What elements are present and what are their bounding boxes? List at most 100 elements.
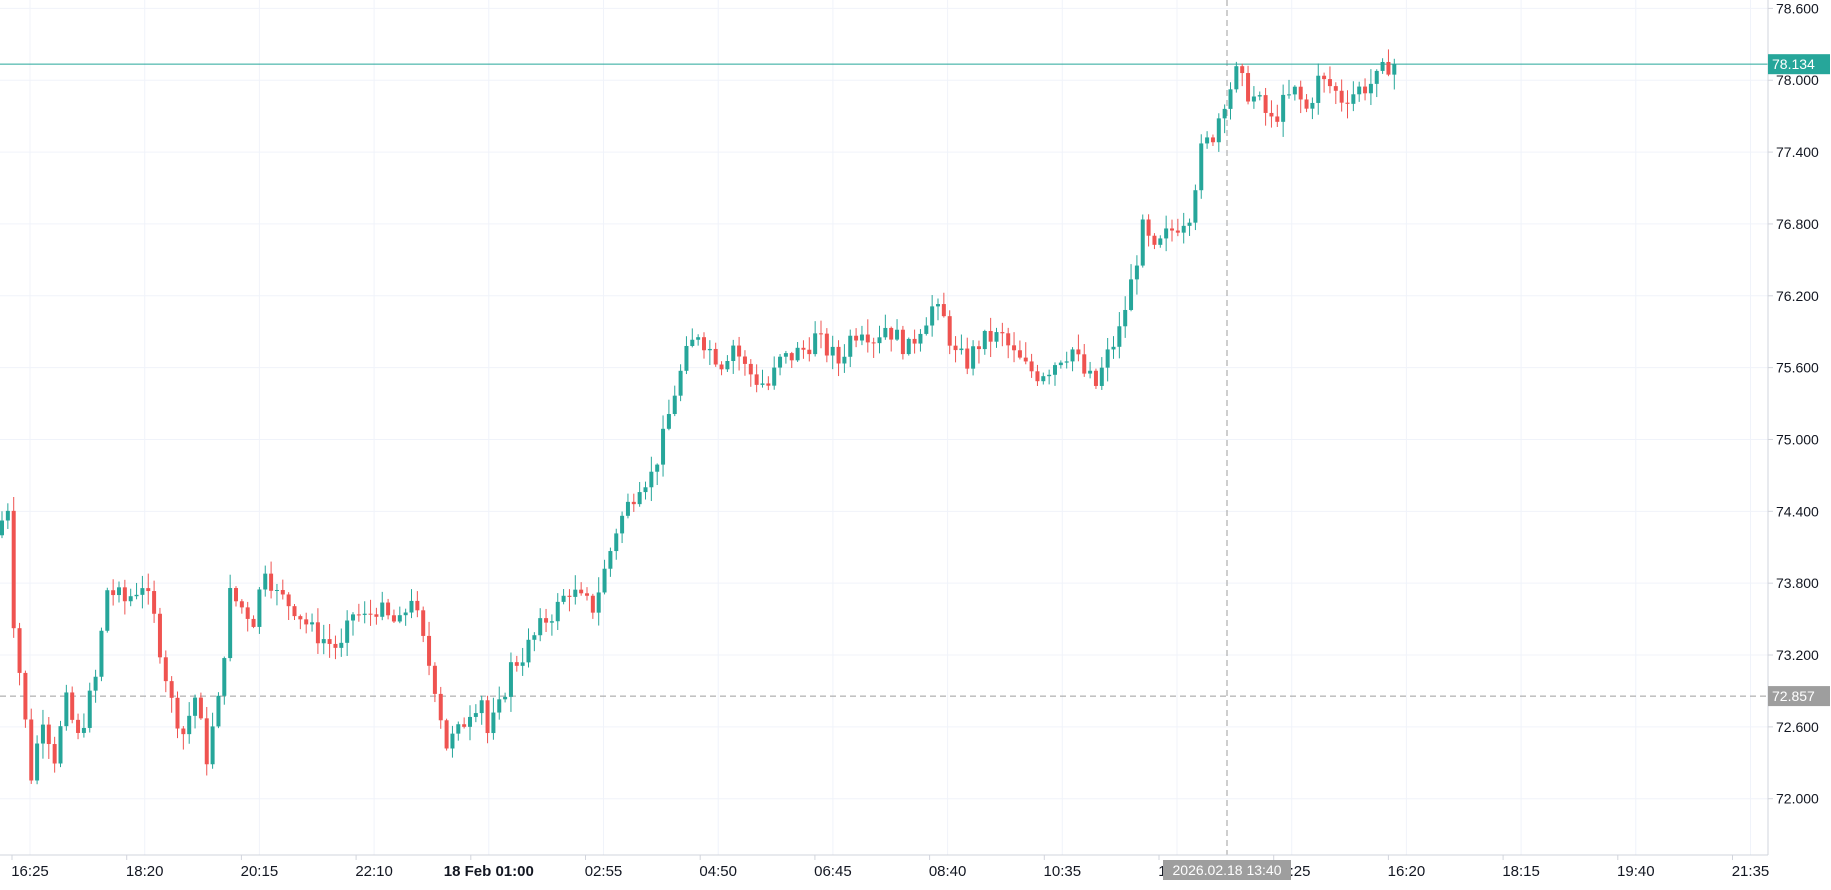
candle-body (193, 697, 198, 716)
candle-body (1327, 79, 1332, 87)
candle-body (748, 363, 753, 375)
candle-body (561, 595, 566, 602)
candle-body (614, 533, 619, 552)
candle-body (1064, 361, 1069, 363)
candle-body (140, 588, 145, 595)
candle-body (1222, 108, 1227, 119)
candle-body (1257, 95, 1262, 97)
crosshair-price-label: 72.857 (1772, 688, 1815, 704)
candle-body (801, 347, 806, 350)
candle-body (836, 346, 841, 364)
grid (0, 0, 1768, 855)
candle-body (315, 622, 320, 644)
candle-body (310, 622, 315, 625)
candle-body (485, 700, 490, 734)
candle-body (1076, 349, 1081, 355)
candle-body (953, 345, 958, 351)
candle-body (204, 718, 209, 765)
candle-body (351, 614, 355, 621)
candle-body (81, 727, 86, 733)
time-tick-label: 10:35 (1044, 863, 1082, 880)
candle-body (643, 487, 648, 493)
candle-body (380, 602, 385, 617)
candle-body (1351, 94, 1356, 104)
candle-body (1053, 365, 1057, 375)
candle-body (1281, 94, 1286, 122)
candle-body (1322, 75, 1327, 80)
candle-body (1304, 99, 1309, 109)
candle-body (766, 383, 771, 386)
candle-body (936, 304, 940, 307)
candle-body (1000, 332, 1005, 334)
candle-body (842, 356, 847, 364)
candle-body (1234, 66, 1239, 90)
candle-body (1298, 86, 1303, 100)
candle-body (1368, 83, 1373, 94)
time-tick-label: 20:15 (241, 863, 279, 880)
candle-body (105, 590, 110, 631)
candle-body (1117, 326, 1122, 347)
candle-body (1292, 86, 1297, 95)
price-tick-label: 72.600 (1776, 719, 1819, 735)
candle-body (1041, 376, 1046, 382)
candle-body (456, 724, 461, 734)
price-scale[interactable]: 78.600 78.000 77.400 76.800 76.200 75.600 75.0… (1768, 0, 1819, 807)
candle-body (666, 414, 671, 429)
candle-body (216, 695, 221, 727)
candle-body (702, 337, 706, 351)
candle-body (175, 697, 180, 729)
candle-body (1017, 350, 1022, 358)
candle-body (1210, 137, 1215, 143)
candle-body (286, 594, 291, 607)
candle-body (737, 345, 742, 357)
crosshair-time-badge: 2026.02.18 13:40 (1163, 860, 1291, 880)
candle-body (1093, 370, 1098, 386)
price-tick-label: 75.600 (1776, 360, 1819, 376)
candle-body (859, 334, 864, 341)
candle-body (795, 347, 800, 361)
candle-body (304, 619, 309, 625)
candle-body (1199, 143, 1204, 191)
candle-body (157, 613, 162, 658)
candle-body (1152, 235, 1157, 245)
candle-body (444, 720, 449, 749)
candle-body (900, 329, 905, 355)
crosshair-time-badge-bg (1163, 860, 1291, 880)
candle-body (1228, 89, 1233, 109)
candle-body (5, 510, 10, 521)
candle-body (333, 643, 338, 648)
candle-body (1047, 374, 1052, 377)
candle-body (321, 639, 326, 644)
time-tick-label: 16:25 (11, 863, 49, 880)
candle-body (912, 338, 917, 344)
candle-body (503, 696, 508, 700)
last-price-badge: 78.134 (1768, 54, 1830, 75)
candle-body (1380, 61, 1385, 71)
candle-body (719, 364, 724, 370)
time-scale[interactable]: 16:25 18:20 20:15 22:10 18 Feb 01:00 02:55 04:… (11, 855, 1769, 880)
candle-body (70, 692, 75, 720)
candle-body (696, 337, 701, 340)
candle-body (1316, 75, 1321, 103)
candle-body (549, 621, 554, 623)
candle-body (280, 589, 285, 595)
candle-body (1029, 361, 1034, 372)
candle-body (760, 383, 765, 385)
candle-body (988, 330, 993, 342)
price-tick-label: 76.800 (1776, 216, 1819, 232)
candle-body (403, 612, 408, 616)
candle-body (1170, 228, 1174, 231)
candle-body (1134, 265, 1139, 280)
price-tick-label: 73.200 (1776, 647, 1819, 663)
candle-body (883, 327, 888, 338)
time-tick-label: 21:35 (1732, 863, 1770, 880)
candle-body (491, 712, 496, 734)
candle-body (994, 332, 999, 342)
candle-body (58, 726, 63, 764)
candle-body (1023, 357, 1028, 362)
candle-body (1099, 367, 1104, 386)
candle-body (187, 715, 192, 735)
candle-body (742, 356, 747, 364)
